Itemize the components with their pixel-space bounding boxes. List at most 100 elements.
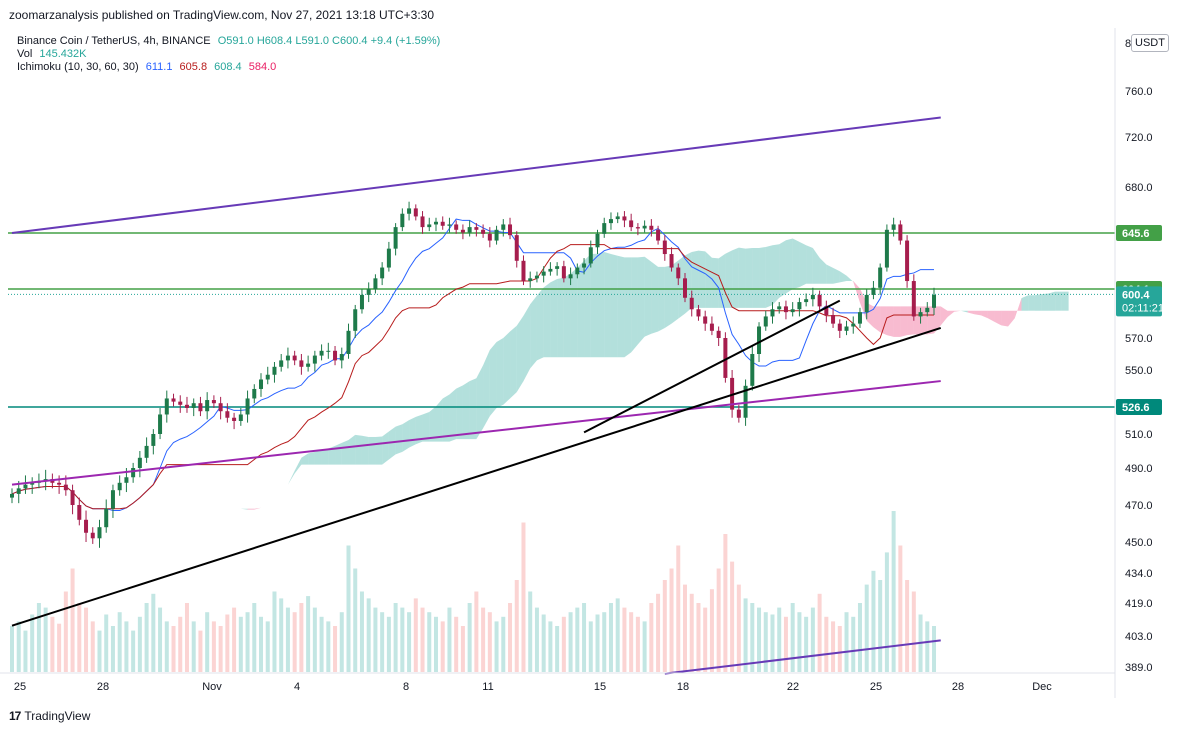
volume-bar [568,612,573,672]
cloud-segment [361,435,369,465]
time-tick-label: 8 [403,681,409,693]
cloud-segment [510,325,517,399]
candle-body [669,254,674,268]
cloud-segment [557,277,564,358]
cloud-segment [301,453,309,465]
volume-bar [84,607,89,672]
candle-body [279,360,284,367]
candle-body [615,216,620,220]
cloud-segment [698,250,706,308]
candle-body [299,360,304,367]
ichimoku-label[interactable]: Ichimoku (10, 30, 60, 30) [17,61,139,73]
volume-bar [420,607,425,672]
candle-body [534,275,539,279]
candle-body [810,294,815,300]
volume-bar [837,626,842,672]
volume-bars [10,511,937,672]
price-tick-label: 760.0 [1125,86,1153,98]
volume-bar [662,580,667,672]
volume-bar [386,616,391,672]
cloud-segment [610,254,618,358]
volume-bar [696,603,701,672]
candle-body [561,266,566,279]
candle-body [460,229,465,233]
volume-bar [649,603,654,672]
cloud-segment [207,492,214,500]
cloud-segment [166,487,174,489]
cloud-segment [799,241,807,288]
candle-body [588,247,593,264]
volume-bar [299,603,304,672]
trendlines[interactable] [11,116,942,675]
volume-bar [178,616,183,672]
volume-bar [265,621,270,672]
volume-bar [467,603,472,672]
tradingview-footer: 17 TradingView [9,709,90,723]
cloud-segment [873,306,881,333]
cloud-segment [927,306,935,335]
symbol-line[interactable]: Binance Coin / TetherUS, 4h, BINANCE [17,35,211,47]
price-tick-label: 550.0 [1125,365,1153,377]
candle-body [622,216,627,221]
cloud-segment [644,256,652,337]
candle-body [804,299,809,303]
volume-bar [810,607,815,672]
cloud-segment [792,238,800,290]
cloud-segment [341,439,349,465]
volume-bar [575,607,580,672]
candle-body [932,294,937,308]
cloud-segment [1041,293,1049,311]
candle-body [158,414,163,434]
cloud-segment [779,240,786,298]
cloud-segment [503,331,511,405]
candle-body [447,224,452,226]
volume-bar [50,616,55,672]
currency-button[interactable]: USDT [1131,34,1169,52]
cloud-segment [308,451,315,465]
volume-bar [716,568,721,672]
cloud-segment [220,505,228,509]
volume-bar [211,621,216,672]
candle-body [366,289,371,295]
candle-body [548,268,553,272]
cloud-segment [617,255,625,358]
candle-body [427,224,432,228]
volume-bar [871,570,876,672]
volume-bar [703,607,708,672]
volume-bar [521,522,526,672]
trendline [11,326,942,627]
volume-bar [824,616,829,672]
candle-body [117,482,122,491]
candle-body [716,330,721,338]
candle-body [831,315,836,324]
candle-body [225,411,230,418]
cloud-segment [826,264,834,284]
cloud-segment [987,310,995,322]
ichimoku-row: Ichimoku (10, 30, 60, 30) 611.1 605.8 60… [17,61,440,74]
candle-body [709,323,714,331]
candle-body [683,278,687,298]
vol-label[interactable]: Vol [17,48,33,60]
cloud-segment [348,434,356,465]
price-tick-label: 419.0 [1125,598,1153,610]
time-tick-label: 18 [677,681,689,693]
price-tick-label: 680.0 [1125,182,1153,194]
tradingview-brand-text: TradingView [24,709,91,723]
cloud-segment [1034,294,1042,311]
price-axis[interactable]: 8 760.0 720.0 680.0 570.0 550.0 510.0 490.0 470.… [1125,38,1153,674]
volume-bar [730,561,735,672]
cloud-segment [772,244,780,305]
cloud-segment [415,414,423,445]
cloud-segment [321,448,329,465]
candle-body [10,493,14,498]
candle-body [528,278,533,282]
time-axis[interactable]: 25 28 Nov 4 8 11 15 18 22 25 28 Dec [14,681,1052,693]
candle-body [629,220,634,228]
level-label-bg [1116,399,1162,415]
candle-body [57,482,62,485]
candle-body [689,297,694,310]
candle-body [864,294,869,313]
price-tick-label: 720.0 [1125,132,1153,144]
